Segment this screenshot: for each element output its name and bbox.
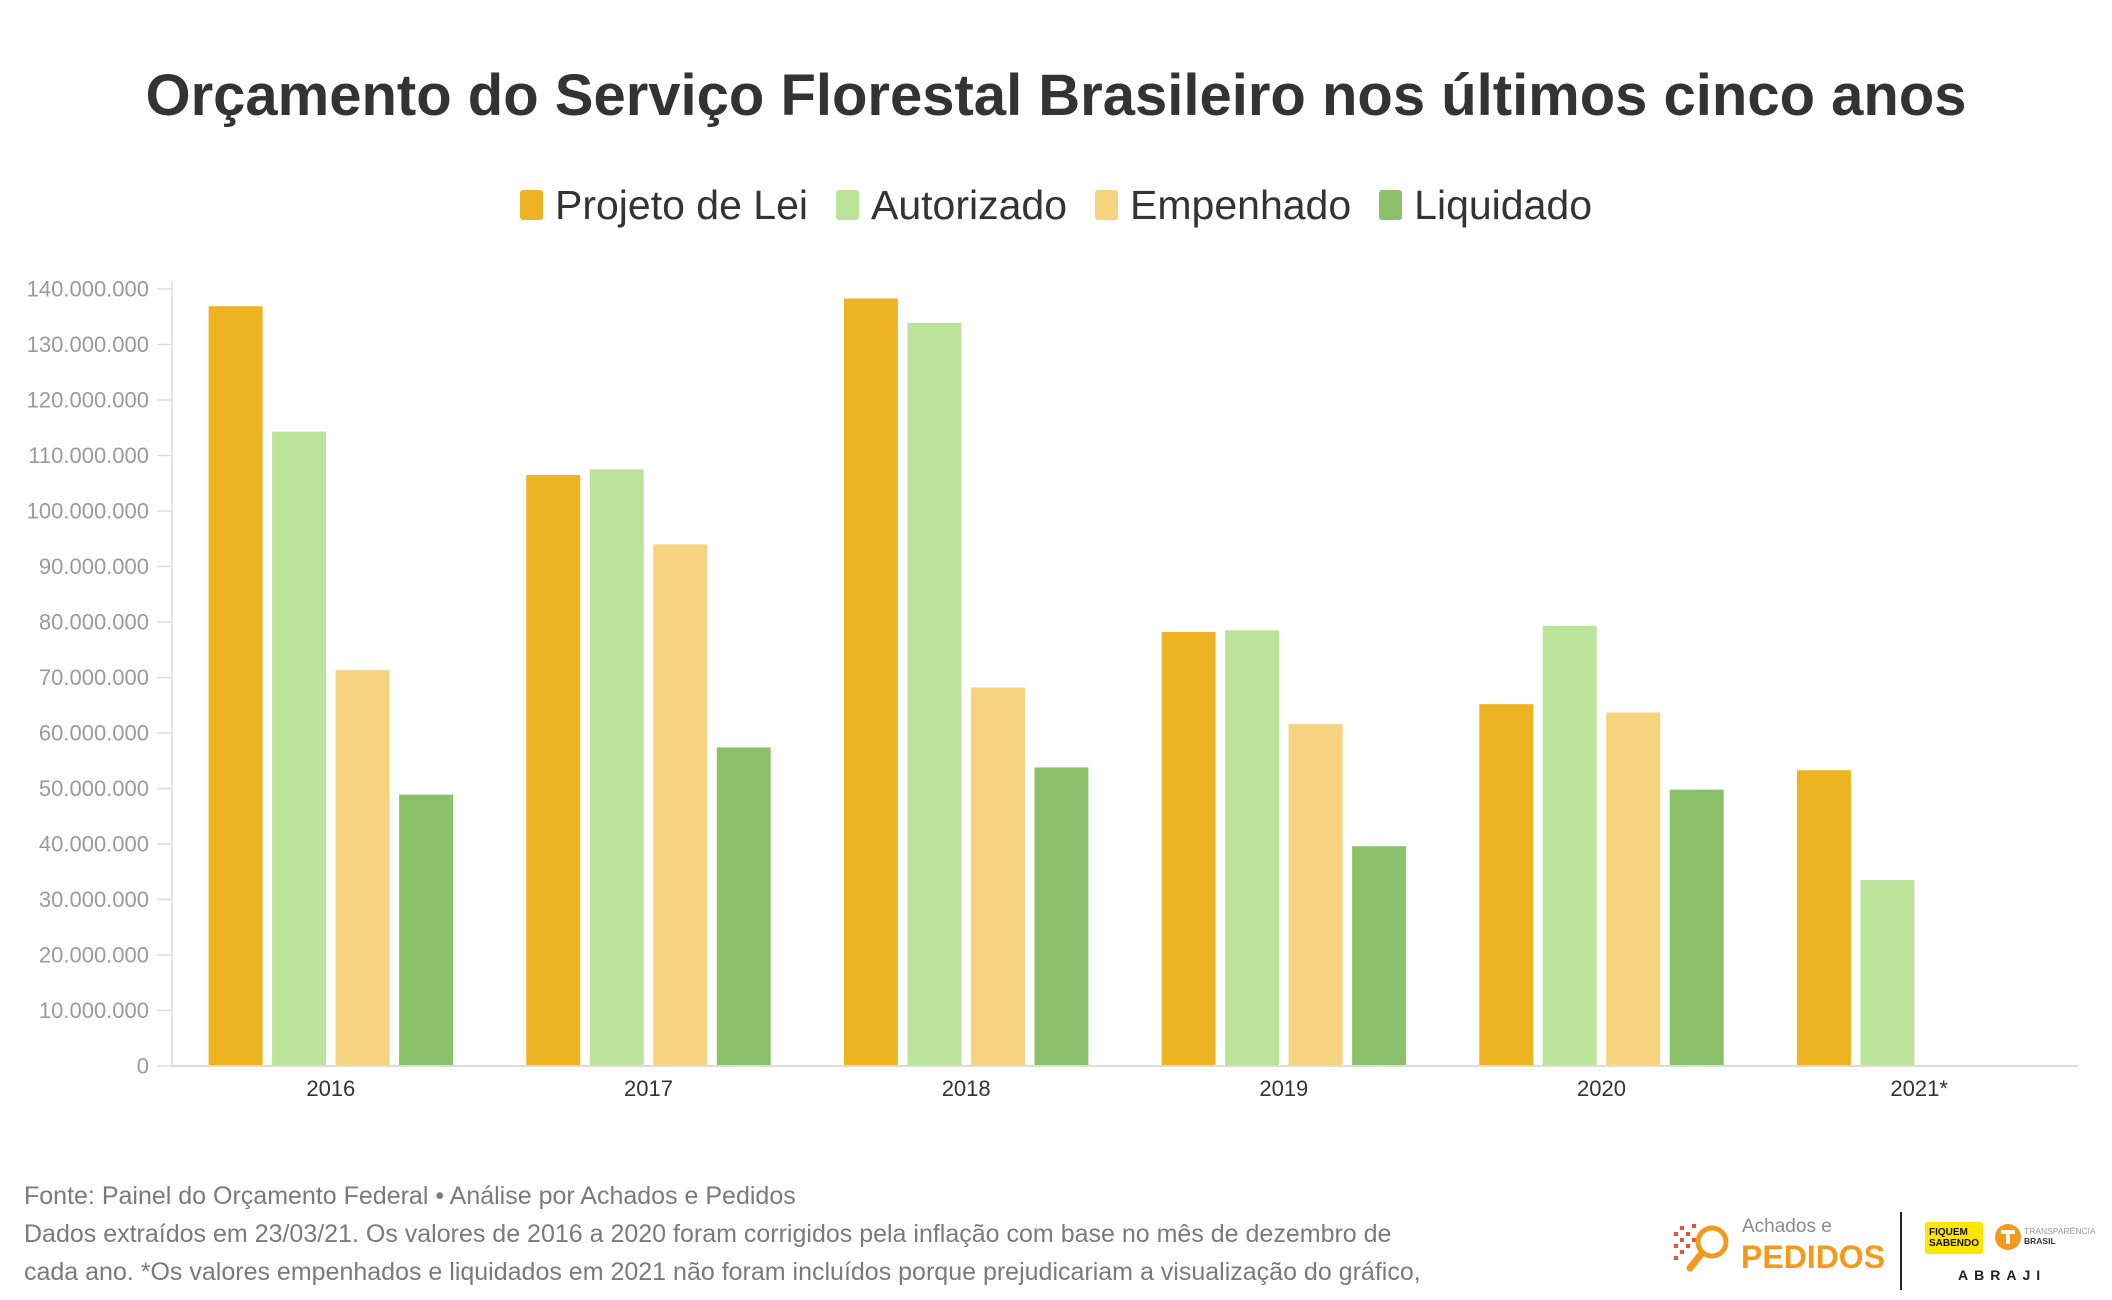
- bar-liquidado-2016[interactable]: [399, 794, 454, 1066]
- fiquem-sabendo-logo: FIQUEM SABENDO: [1925, 1222, 1983, 1254]
- logo-divider: [1900, 1212, 1902, 1290]
- bar-autorizado-2017[interactable]: [589, 469, 644, 1066]
- y-axis: 0 10.000.000 20.000.000 30.000.000 40.000.00…: [27, 277, 173, 1079]
- legend-swatch: [836, 190, 860, 220]
- y-tick-label: 130.000.000: [27, 332, 149, 357]
- x-tick-label: 2020: [1577, 1076, 1626, 1101]
- y-tick-label: 70.000.000: [39, 665, 149, 690]
- bar-liquidado-2018[interactable]: [1034, 767, 1089, 1066]
- bar-chart: 0 10.000.000 20.000.000 30.000.000 40.000.00…: [27, 277, 2078, 1101]
- fiquem-logo-line1: FIQUEM: [1929, 1227, 1968, 1238]
- achados-logo-line2: PEDIDOS: [1741, 1239, 1886, 1275]
- magnifying-glass-icon: [1674, 1224, 1729, 1272]
- x-tick-label: 2021*: [1890, 1076, 1948, 1101]
- y-tick-label: 20.000.000: [39, 943, 149, 968]
- legend-item-liquidado[interactable]: Liquidado: [1379, 180, 1592, 230]
- transparencia-logo-line1: TRANSPARÊNCIA: [2024, 1226, 2096, 1236]
- y-tick-label: 10.000.000: [39, 998, 149, 1023]
- legend-label: Liquidado: [1414, 182, 1592, 228]
- bar-autorizado-2019[interactable]: [1225, 630, 1280, 1066]
- x-tick-label: 2018: [942, 1076, 991, 1101]
- footer-note-line: cada ano. *Os valores empenhados e liqui…: [24, 1258, 1421, 1286]
- legend-item-autorizado[interactable]: Autorizado: [836, 180, 1067, 230]
- legend-swatch: [1379, 190, 1403, 220]
- x-tick-label: 2016: [306, 1076, 355, 1101]
- y-tick-label: 0: [137, 1054, 149, 1079]
- y-tick-label: 100.000.000: [27, 499, 149, 524]
- y-tick-label: 80.000.000: [39, 610, 149, 635]
- y-tick-label: 40.000.000: [39, 832, 149, 857]
- bar-autorizado-2021[interactable]: [1860, 880, 1915, 1066]
- bar-group-2021: [1796, 770, 1915, 1066]
- y-tick-label: 30.000.000: [39, 887, 149, 912]
- bar-group-2017: [526, 469, 771, 1066]
- achados-logo-line1: Achados e: [1742, 1216, 1832, 1237]
- footer-note-line: Dados extraídos em 23/03/21. Os valores …: [24, 1220, 1392, 1248]
- y-tick-label: 110.000.000: [28, 443, 149, 468]
- y-tick-label: 120.000.000: [27, 388, 149, 413]
- x-tick-label: 2017: [624, 1076, 673, 1101]
- chart-footer: Fonte: Painel do Orçamento Federal • Aná…: [24, 1177, 1654, 1291]
- y-tick-label: 60.000.000: [39, 721, 149, 746]
- bar-autorizado-2020[interactable]: [1542, 625, 1597, 1066]
- bar-projeto-de-lei-2016[interactable]: [208, 306, 263, 1066]
- bar-empenhado-2020[interactable]: [1606, 712, 1661, 1066]
- legend-label: Projeto de Lei: [555, 182, 809, 228]
- legend-item-empenhado[interactable]: Empenhado: [1095, 180, 1351, 230]
- fiquem-logo-line2: SABENDO: [1929, 1238, 1980, 1249]
- bar-empenhado-2019[interactable]: [1288, 724, 1343, 1066]
- bar-empenhado-2018[interactable]: [970, 687, 1025, 1066]
- bar-group-2019: [1161, 630, 1407, 1066]
- bar-liquidado-2019[interactable]: [1352, 846, 1407, 1066]
- y-tick-label: 140.000.000: [27, 277, 149, 302]
- achados-e-pedidos-logo: Achados e PEDIDOS: [1672, 1214, 1892, 1280]
- bar-liquidado-2017[interactable]: [716, 747, 771, 1066]
- bar-liquidado-2020[interactable]: [1669, 789, 1724, 1066]
- legend-label: Empenhado: [1130, 182, 1352, 228]
- transparencia-brasil-icon: [1995, 1224, 2021, 1250]
- legend-label: Autorizado: [871, 182, 1068, 228]
- chart-legend: Projeto de Lei Autorizado Empenhado Liqu…: [0, 180, 2112, 230]
- bar-group-2020: [1479, 625, 1724, 1066]
- legend-swatch: [1095, 190, 1119, 220]
- y-tick-label: 90.000.000: [39, 554, 149, 579]
- transparencia-brasil-logo: TRANSPARÊNCIA BRASIL: [1995, 1224, 2105, 1252]
- bar-group-2016: [208, 306, 454, 1066]
- bar-group-2018: [843, 298, 1089, 1067]
- bar-empenhado-2016[interactable]: [335, 670, 390, 1066]
- x-axis: 2016 2017 2018 2019 2020 2021*: [172, 1065, 2078, 1101]
- bar-projeto-de-lei-2019[interactable]: [1161, 631, 1216, 1066]
- legend-item-projeto-de-lei[interactable]: Projeto de Lei: [520, 180, 808, 230]
- bar-projeto-de-lei-2021[interactable]: [1796, 770, 1851, 1066]
- bar-autorizado-2018[interactable]: [907, 322, 962, 1067]
- y-tick-label: 50.000.000: [39, 776, 149, 801]
- abraji-logo: ABRAJI: [1958, 1267, 2047, 1283]
- bars: [208, 298, 1915, 1067]
- bar-empenhado-2017[interactable]: [653, 544, 708, 1066]
- transparencia-logo-line2: BRASIL: [2024, 1236, 2056, 1246]
- bar-autorizado-2016[interactable]: [272, 431, 327, 1066]
- bar-projeto-de-lei-2017[interactable]: [526, 474, 581, 1066]
- footer-source: Fonte: Painel do Orçamento Federal • Aná…: [24, 1182, 796, 1210]
- bar-projeto-de-lei-2020[interactable]: [1479, 704, 1534, 1066]
- x-tick-label: 2019: [1259, 1076, 1308, 1101]
- legend-swatch: [520, 190, 543, 220]
- chart-title: Orçamento do Serviço Florestal Brasileir…: [145, 63, 1967, 128]
- bar-projeto-de-lei-2018[interactable]: [843, 298, 898, 1066]
